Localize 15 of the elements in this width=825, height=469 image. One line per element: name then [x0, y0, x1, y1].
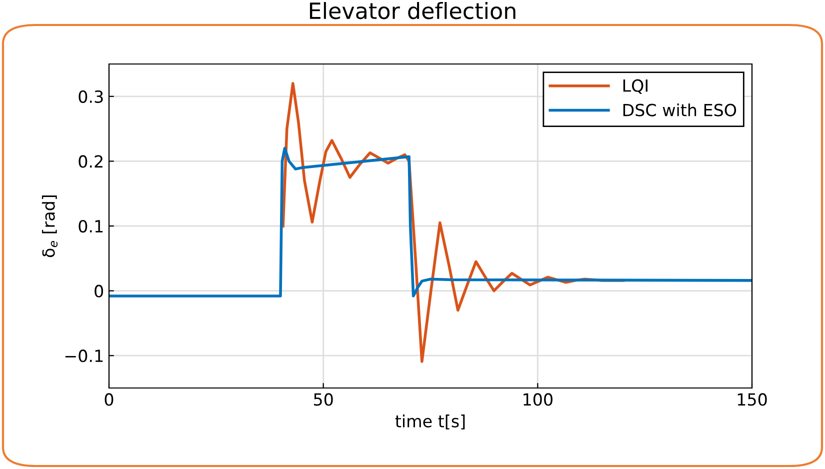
x-tick-label: 0: [104, 393, 114, 406]
y-tick-label: 0: [94, 284, 104, 298]
x-tick-label: 100: [524, 393, 552, 406]
x-tick-label: 150: [738, 393, 767, 406]
y-axis-title: δ$_{e}$ [rad]: [42, 195, 58, 258]
x-tick-label: 50: [314, 393, 333, 406]
y-tick-label: 0.3: [78, 90, 103, 103]
line-series: [109, 146, 752, 298]
y-tick-label: −0.1: [65, 350, 103, 362]
legend-label: LQI: [623, 79, 648, 94]
y-tick-label: 0.2: [78, 155, 102, 168]
x-axis-title: time t[s]: [395, 414, 465, 430]
chart-title: Elevator deflection: [310, 2, 516, 20]
y-tick-label: 0.1: [78, 220, 103, 233]
legend-label: DSC with ESO: [623, 103, 736, 116]
